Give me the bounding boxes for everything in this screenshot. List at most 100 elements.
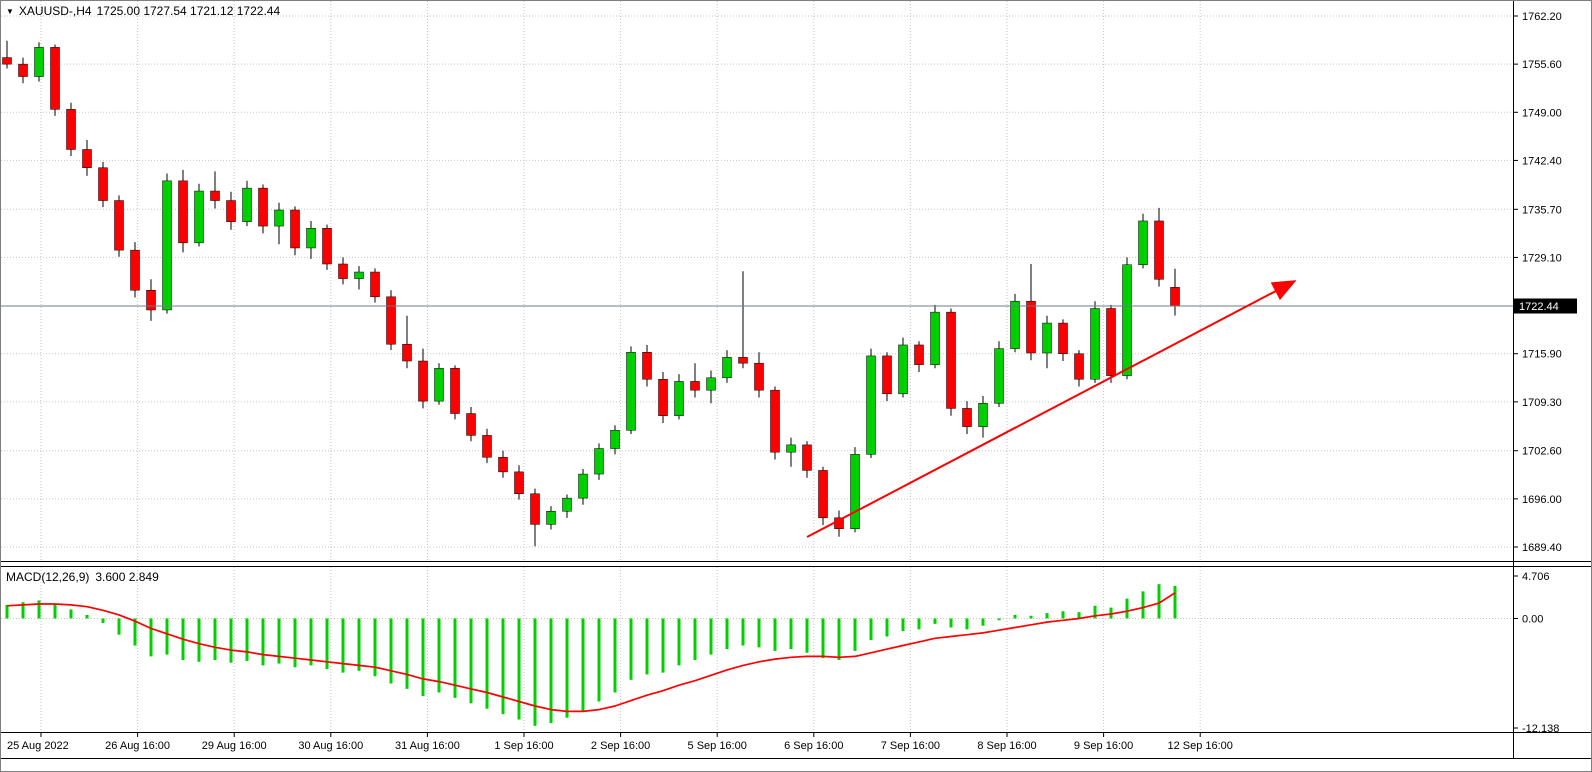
candle <box>626 346 636 434</box>
macd-histogram-bar <box>1045 613 1049 619</box>
annotation-layer: 1722.44 <box>1 280 1577 538</box>
macd-histogram-bar <box>85 614 89 619</box>
candle-body-up <box>1122 264 1132 376</box>
macd-histogram-bar <box>1109 607 1113 619</box>
candle <box>578 468 588 505</box>
candle-body-down <box>1074 353 1084 380</box>
macd-histogram-bar <box>661 618 665 673</box>
time-axis-label: 26 Aug 16:00 <box>105 740 170 752</box>
symbol-title: XAUUSD-,H4 <box>18 4 92 18</box>
candle <box>482 428 492 464</box>
candle-body-down <box>18 63 28 77</box>
candle <box>290 206 300 256</box>
candle <box>354 266 364 290</box>
candle <box>1138 213 1148 269</box>
macd-histogram-bar <box>693 618 697 660</box>
candle-body-down <box>98 167 108 201</box>
candle-body-down <box>370 271 380 298</box>
candle <box>1090 301 1100 383</box>
macd-layer <box>1 584 1513 726</box>
candle-body-up <box>1010 300 1020 349</box>
macd-histogram-bar <box>5 604 9 619</box>
macd-histogram-bar <box>133 618 137 646</box>
candle-body-down <box>1058 322 1068 354</box>
macd-histogram-bar <box>229 618 233 663</box>
candle-body-down <box>818 470 828 519</box>
macd-histogram-bar <box>773 618 777 651</box>
candle <box>658 371 668 424</box>
candle-body-down <box>962 408 972 427</box>
candle-body-down <box>738 357 748 364</box>
macd-histogram-bar <box>53 604 57 619</box>
time-axis[interactable]: 25 Aug 2022 26 Aug 16:00 29 Aug 16:00 30 Au… <box>7 732 1233 752</box>
candle-body-up <box>994 348 1004 404</box>
macd-histogram-bar <box>277 618 281 664</box>
time-axis-label: 6 Sep 16:00 <box>784 740 843 752</box>
candle <box>930 304 940 369</box>
candle-body-down <box>258 187 268 227</box>
macd-histogram-bar <box>149 618 153 657</box>
macd-histogram-bar <box>1029 615 1033 619</box>
time-axis-label: 31 Aug 16:00 <box>395 740 460 752</box>
macd-histogram-bar <box>357 618 361 671</box>
candle <box>690 363 700 398</box>
macd-histogram-bar <box>341 618 345 673</box>
candle <box>402 315 412 369</box>
candle-body-up <box>434 368 444 402</box>
candle-body-up <box>930 311 940 365</box>
trend-arrow[interactable] <box>806 280 1297 538</box>
macd-histogram-bar <box>1173 585 1177 619</box>
macd-histogram-bar <box>709 618 713 655</box>
macd-histogram-bar <box>389 618 393 684</box>
candle <box>866 348 876 459</box>
candle <box>466 406 476 442</box>
candle <box>66 102 76 157</box>
macd-histogram-bar <box>581 618 585 711</box>
macd-histogram-bar <box>117 618 121 635</box>
candle <box>242 180 252 227</box>
macd-histogram-bar <box>1157 584 1161 619</box>
price-axis-label: 1696.00 <box>1522 494 1562 506</box>
macd-axis-label: -12.138 <box>1522 723 1559 735</box>
macd-histogram-bar <box>645 618 649 675</box>
candle <box>178 169 188 253</box>
candle-body-down <box>450 368 460 414</box>
candle <box>1042 315 1052 369</box>
macd-histogram-bar <box>597 618 601 702</box>
candle <box>962 401 972 434</box>
macd-histogram-bar <box>549 618 553 724</box>
candle-body-up <box>578 473 588 499</box>
candle-body-up <box>34 47 44 77</box>
candle-body-up <box>562 497 572 512</box>
macd-histogram-bar <box>453 618 457 698</box>
macd-histogram-bar <box>165 618 169 655</box>
price-axis[interactable]: 1762.20 1755.60 1749.00 1742.40 1735.70 1729.… <box>1513 11 1562 735</box>
candle <box>114 195 124 257</box>
macd-header: MACD(12,26,9) 3.600 2.849 <box>6 570 159 584</box>
candle-body-down <box>178 180 188 244</box>
candle <box>530 488 540 547</box>
price-axis-label: 1749.00 <box>1522 107 1562 119</box>
macd-signal-line <box>6 592 1176 713</box>
candle-body-down <box>82 149 92 168</box>
macd-histogram-bar <box>629 618 633 680</box>
candle <box>1154 207 1164 287</box>
candle <box>98 161 108 208</box>
candle-body-down <box>402 343 412 362</box>
candle <box>882 352 892 402</box>
macd-histogram-bar <box>197 618 201 662</box>
candle <box>754 352 764 398</box>
candle <box>898 337 908 398</box>
candle <box>1026 263 1036 361</box>
dropdown-icon[interactable]: ▼ <box>6 7 14 16</box>
candle-body-up <box>626 352 636 431</box>
candle-body-down <box>914 344 924 365</box>
candle <box>834 510 844 537</box>
candle <box>210 171 220 209</box>
candle <box>738 271 748 369</box>
candle-body-down <box>290 209 300 249</box>
candle <box>258 184 268 234</box>
candle-body-up <box>850 454 860 530</box>
